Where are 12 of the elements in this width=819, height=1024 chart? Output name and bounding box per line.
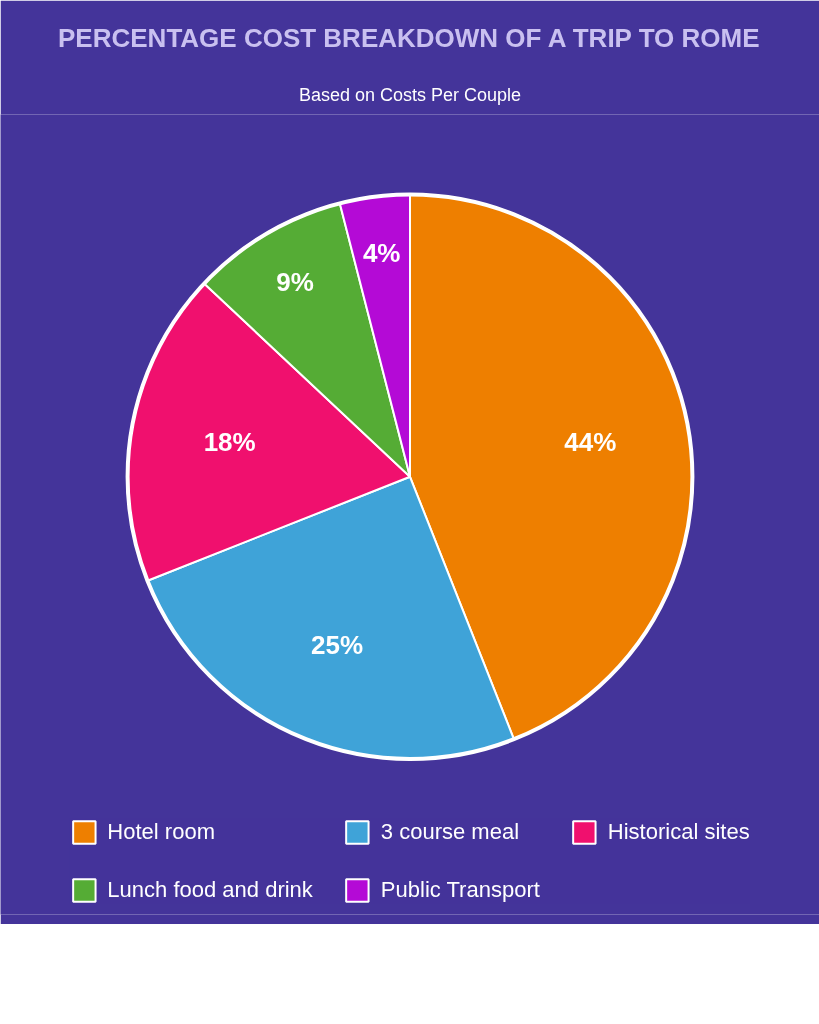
data-label: 25%: [311, 630, 364, 661]
legend-label: 3 course meal: [380, 819, 520, 845]
legend-label: Lunch food and drink: [107, 877, 313, 903]
data-label: 4%: [362, 237, 401, 268]
data-label: 9%: [276, 267, 314, 298]
legend-label: Public Transport: [380, 877, 540, 903]
data-label: 18%: [203, 427, 256, 458]
legend-label: Historical sites: [607, 819, 750, 845]
chart-title: PERCENTAGE COST BREAKDOWN OF A TRIP TO ROME: [58, 22, 760, 53]
legend-label: Hotel room: [107, 819, 215, 845]
chart-subtitle: Based on Costs Per Couple: [298, 84, 522, 105]
data-label: 44%: [564, 427, 617, 458]
